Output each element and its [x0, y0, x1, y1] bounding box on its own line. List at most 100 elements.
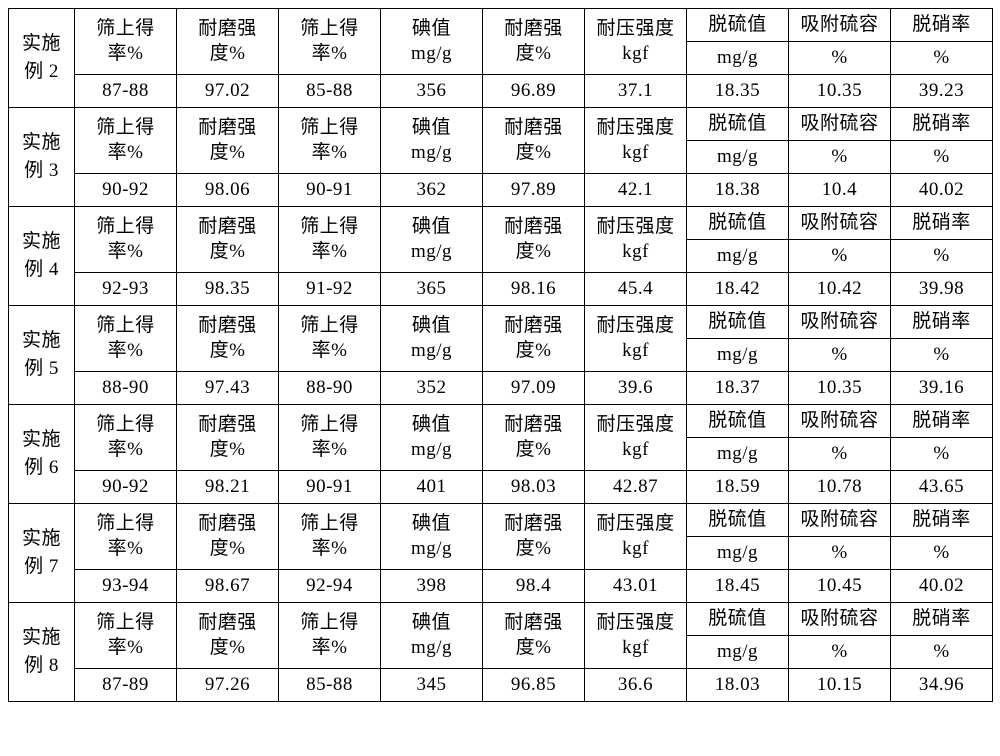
table-cell: 398 — [381, 570, 483, 603]
table-cell: 98.06 — [177, 174, 279, 207]
table-cell: 18.59 — [687, 471, 789, 504]
col-header-top: 脱硫值 — [687, 603, 789, 636]
col-header: 筛上得率% — [279, 108, 381, 174]
col-header: 筛上得率% — [75, 504, 177, 570]
table-cell: 90-91 — [279, 174, 381, 207]
table-row: 实施例 4筛上得率%耐磨强度%筛上得率%碘值mg/g耐磨强度%耐压强度kgf脱硫… — [9, 207, 993, 240]
table-row: 92-9398.3591-9236598.1645.418.4210.4239.… — [9, 273, 993, 306]
col-header-bottom: mg/g — [687, 240, 789, 273]
table-cell: 98.67 — [177, 570, 279, 603]
col-header-bottom: % — [891, 141, 993, 174]
col-header: 耐磨强度% — [177, 504, 279, 570]
col-header-top: 吸附硫容 — [789, 108, 891, 141]
table-cell: 18.03 — [687, 669, 789, 702]
col-header: 筛上得率% — [75, 306, 177, 372]
table-cell: 36.6 — [585, 669, 687, 702]
col-header: 筛上得率% — [279, 504, 381, 570]
col-header-bottom: % — [789, 42, 891, 75]
col-header-top: 脱硫值 — [687, 504, 789, 537]
col-header: 筛上得率% — [75, 405, 177, 471]
table-cell: 97.89 — [483, 174, 585, 207]
table-cell: 37.1 — [585, 75, 687, 108]
col-header-top: 脱硝率 — [891, 405, 993, 438]
table-cell: 93-94 — [75, 570, 177, 603]
col-header-bottom: mg/g — [687, 141, 789, 174]
data-table: 实施例 2筛上得率%耐磨强度%筛上得率%碘值mg/g耐磨强度%耐压强度kgf脱硫… — [8, 8, 993, 702]
table-cell: 88-90 — [75, 372, 177, 405]
table-cell: 34.96 — [891, 669, 993, 702]
col-header-top: 脱硫值 — [687, 108, 789, 141]
col-header: 筛上得率% — [75, 603, 177, 669]
table-cell: 345 — [381, 669, 483, 702]
col-header-top: 吸附硫容 — [789, 603, 891, 636]
col-header: 耐磨强度% — [483, 405, 585, 471]
col-header: 碘值mg/g — [381, 108, 483, 174]
col-header-bottom: mg/g — [687, 339, 789, 372]
col-header: 筛上得率% — [279, 603, 381, 669]
col-header: 筛上得率% — [279, 9, 381, 75]
col-header-top: 吸附硫容 — [789, 207, 891, 240]
table-cell: 97.43 — [177, 372, 279, 405]
col-header: 耐磨强度% — [177, 207, 279, 273]
table-cell: 18.35 — [687, 75, 789, 108]
col-header: 筛上得率% — [75, 108, 177, 174]
col-header: 耐压强度kgf — [585, 603, 687, 669]
col-header-bottom: % — [789, 240, 891, 273]
row-label: 实施例 3 — [9, 108, 75, 207]
table-cell: 97.26 — [177, 669, 279, 702]
col-header: 碘值mg/g — [381, 603, 483, 669]
table-cell: 39.98 — [891, 273, 993, 306]
table-row: 实施例 3筛上得率%耐磨强度%筛上得率%碘值mg/g耐磨强度%耐压强度kgf脱硫… — [9, 108, 993, 141]
col-header-bottom: % — [891, 339, 993, 372]
table-row: 87-8997.2685-8834596.8536.618.0310.1534.… — [9, 669, 993, 702]
table-cell: 92-93 — [75, 273, 177, 306]
table-cell: 40.02 — [891, 174, 993, 207]
col-header-top: 吸附硫容 — [789, 306, 891, 339]
col-header-bottom: mg/g — [687, 438, 789, 471]
col-header: 碘值mg/g — [381, 306, 483, 372]
col-header-bottom: % — [789, 636, 891, 669]
col-header-top: 脱硫值 — [687, 405, 789, 438]
table-cell: 352 — [381, 372, 483, 405]
col-header-bottom: % — [891, 42, 993, 75]
table-row: 实施例 8筛上得率%耐磨强度%筛上得率%碘值mg/g耐磨强度%耐压强度kgf脱硫… — [9, 603, 993, 636]
row-label: 实施例 5 — [9, 306, 75, 405]
col-header: 耐压强度kgf — [585, 207, 687, 273]
col-header: 碘值mg/g — [381, 207, 483, 273]
col-header-top: 脱硫值 — [687, 306, 789, 339]
col-header: 耐磨强度% — [483, 504, 585, 570]
col-header-bottom: % — [789, 537, 891, 570]
table-cell: 42.1 — [585, 174, 687, 207]
table-row: 实施例 5筛上得率%耐磨强度%筛上得率%碘值mg/g耐磨强度%耐压强度kgf脱硫… — [9, 306, 993, 339]
col-header: 筛上得率% — [75, 207, 177, 273]
table-cell: 39.23 — [891, 75, 993, 108]
table-cell: 43.65 — [891, 471, 993, 504]
table-cell: 90-92 — [75, 174, 177, 207]
col-header-bottom: % — [891, 240, 993, 273]
table-row: 87-8897.0285-8835696.8937.118.3510.3539.… — [9, 75, 993, 108]
table-cell: 85-88 — [279, 75, 381, 108]
col-header-bottom: % — [789, 339, 891, 372]
col-header-bottom: % — [891, 636, 993, 669]
col-header-bottom: mg/g — [687, 537, 789, 570]
table-cell: 45.4 — [585, 273, 687, 306]
table-cell: 18.45 — [687, 570, 789, 603]
col-header: 耐磨强度% — [483, 108, 585, 174]
col-header-top: 脱硝率 — [891, 108, 993, 141]
col-header: 耐磨强度% — [483, 603, 585, 669]
col-header: 筛上得率% — [279, 306, 381, 372]
table-cell: 91-92 — [279, 273, 381, 306]
table-cell: 97.09 — [483, 372, 585, 405]
table-cell: 97.02 — [177, 75, 279, 108]
table-row: 90-9298.2190-9140198.0342.8718.5910.7843… — [9, 471, 993, 504]
table-cell: 98.16 — [483, 273, 585, 306]
table-cell: 401 — [381, 471, 483, 504]
col-header-top: 脱硝率 — [891, 9, 993, 42]
table-cell: 90-91 — [279, 471, 381, 504]
table-cell: 90-92 — [75, 471, 177, 504]
table-cell: 10.42 — [789, 273, 891, 306]
table-cell: 10.45 — [789, 570, 891, 603]
table-cell: 87-89 — [75, 669, 177, 702]
table-cell: 42.87 — [585, 471, 687, 504]
col-header-top: 脱硝率 — [891, 504, 993, 537]
